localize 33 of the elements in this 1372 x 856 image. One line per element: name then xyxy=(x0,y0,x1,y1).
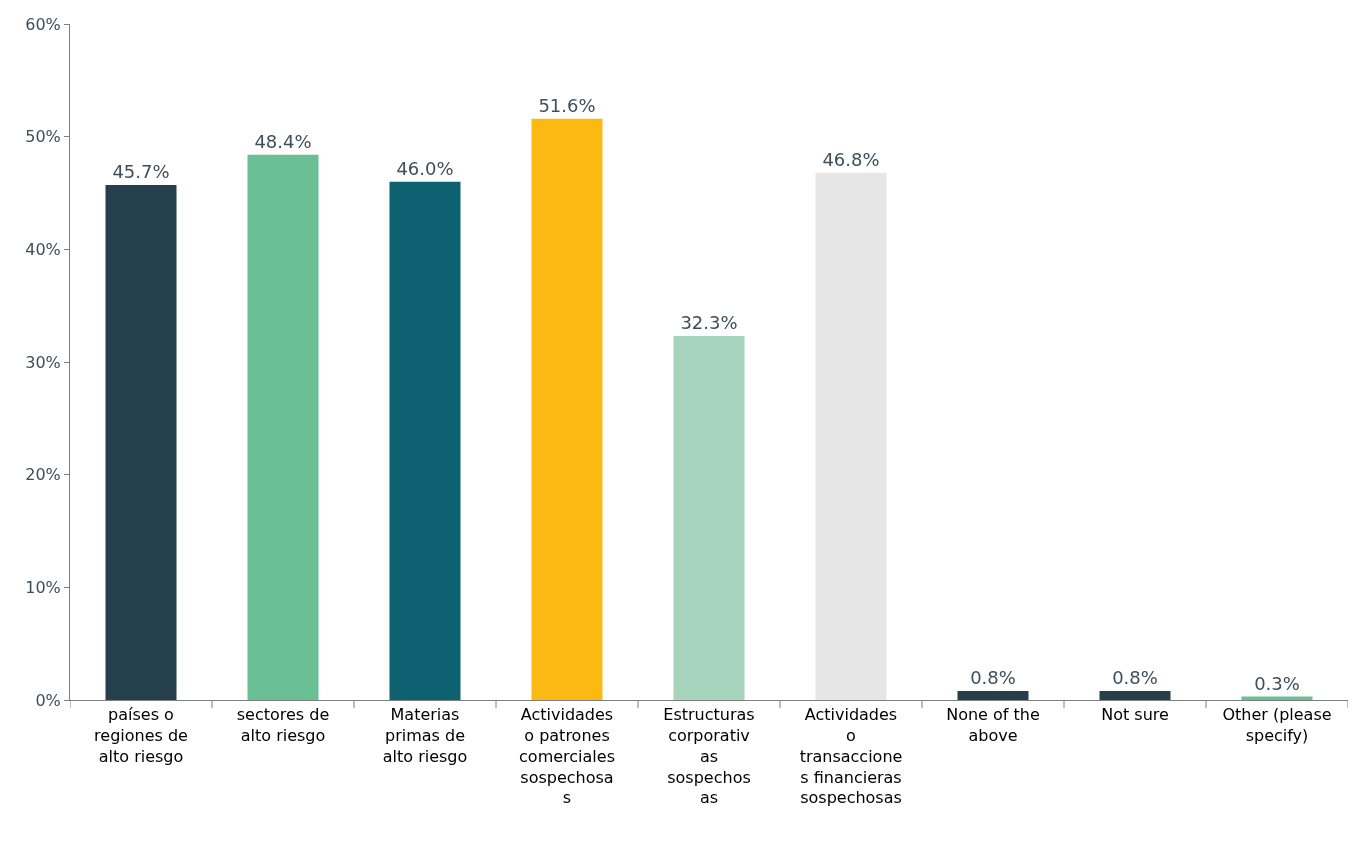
x-tick-label: Actividades o transaccione s financieras sospechosas xyxy=(799,705,903,808)
data-label: 32.3% xyxy=(680,312,738,334)
bar xyxy=(389,181,461,700)
data-label: 0.8% xyxy=(1112,666,1158,688)
bar xyxy=(815,172,887,700)
data-label: 46.0% xyxy=(396,157,454,179)
data-label: 48.4% xyxy=(254,130,312,152)
x-tick-label: Actividades o patrones comerciales sospechosa s xyxy=(519,705,615,808)
bar xyxy=(1099,690,1171,700)
data-label: 46.8% xyxy=(822,148,880,170)
x-tick-label: Estructuras corporativ as sospechos as xyxy=(663,705,755,808)
x-tick-label: Materias primas de alto riesgo xyxy=(382,705,468,766)
bar xyxy=(673,336,745,700)
data-label: 45.7% xyxy=(112,161,170,183)
data-label: 51.6% xyxy=(538,94,596,116)
bar xyxy=(531,118,603,700)
y-tick-label: 50% xyxy=(25,127,61,147)
y-tick-label: 10% xyxy=(25,577,61,597)
y-tick-label: 30% xyxy=(25,352,61,372)
x-tick-label: Other (please specify) xyxy=(1222,705,1332,745)
y-tick-label: 20% xyxy=(25,465,61,485)
y-tick-label: 40% xyxy=(25,239,61,259)
y-tick-label: 60% xyxy=(25,14,61,34)
data-label: 0.3% xyxy=(1254,672,1300,694)
bar xyxy=(247,154,319,700)
x-tick-label: países o regiones de alto riesgo xyxy=(94,705,188,766)
bar xyxy=(105,185,177,700)
x-tick-label: None of the above xyxy=(946,705,1040,745)
bar xyxy=(957,690,1029,700)
x-tick-label: Not sure xyxy=(1101,705,1169,725)
y-tick-label: 0% xyxy=(35,690,61,710)
data-label: 0.8% xyxy=(970,666,1016,688)
x-tick-label: sectores de alto riesgo xyxy=(236,705,330,745)
